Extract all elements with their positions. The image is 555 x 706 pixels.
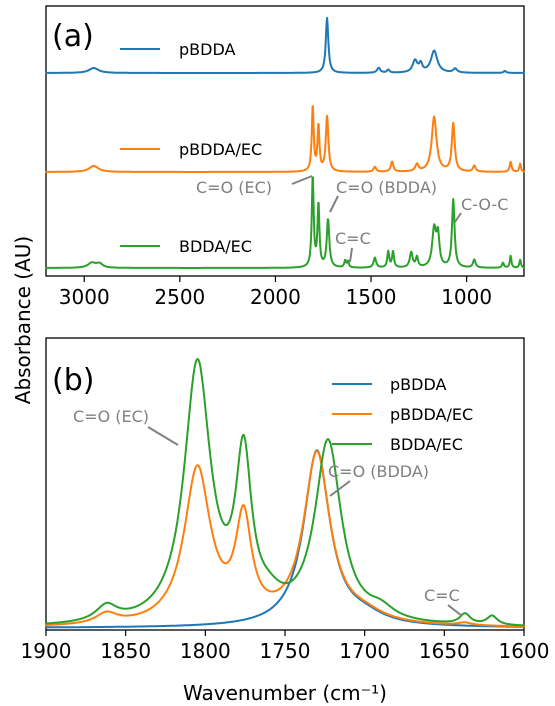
panel-b-legend-label-bdda-ec: BDDA/EC: [390, 435, 463, 454]
panel-a-x-tick-label-2500: 2500: [154, 285, 205, 309]
panel-b-x-tick-label-1650: 1650: [419, 639, 470, 663]
panel-a: (a) 3000 2500 2000 1500 1000 pBDDA pBDDA/EC BD…: [45, 5, 525, 309]
panel-b-legend-label-pbdda: pBDDA: [390, 375, 446, 394]
panel-a-x-ticks: 3000 2500 2000 1500 1000: [59, 276, 492, 309]
panel-a-annotation-0: C=O (EC): [196, 178, 272, 197]
panel-a-line-pbdda-ec: [45, 105, 525, 173]
panel-b-annotations: C=O (EC) C=O (BDDA) C=C: [73, 407, 463, 617]
panel-b-series: [45, 358, 525, 629]
panel-b-tag: (b): [52, 363, 94, 398]
panel-b-x-tick-label-1750: 1750: [260, 639, 311, 663]
panel-a-series: [45, 16, 525, 269]
panel-a-tag: (a): [52, 19, 94, 54]
panel-a-annotation-arrow-0: [291, 175, 313, 185]
shared-y-axis-label: Absorbance (AU): [11, 236, 35, 404]
panel-a-annotation-2: C=C: [335, 229, 371, 248]
x-axis-label: Wavenumber (cm⁻¹): [183, 681, 387, 705]
panel-a-x-tick-label-1500: 1500: [346, 285, 397, 309]
panel-b-annotation-arrow-1: [329, 480, 351, 497]
panel-b-x-tick-label-1900: 1900: [21, 639, 72, 663]
panel-a-legend: pBDDA pBDDA/EC BDDA/EC: [120, 40, 262, 256]
panel-b-annotation-0: C=O (EC): [73, 407, 149, 426]
panel-a-line-pbdda: [45, 16, 525, 74]
panel-b-annotation-1: C=O (BDDA): [328, 462, 429, 481]
panel-b-x-ticks: 1900 1850 1800 1750 1700 1650 1600: [21, 630, 550, 663]
panel-a-annotations: C=O (EC) C=O (BDDA) C=C C-O-C: [196, 175, 508, 263]
panel-b-x-tick-label-1600: 1600: [499, 639, 550, 663]
panel-a-annotation-arrow-2: [349, 247, 353, 263]
panel-a-x-tick-label-3000: 3000: [59, 285, 110, 309]
panel-b-x-tick-label-1800: 1800: [180, 639, 231, 663]
panel-b-line-bdda-ec: [45, 358, 525, 627]
panel-a-annotation-arrow-3: [454, 212, 462, 223]
panel-b-x-tick-label-1850: 1850: [100, 639, 151, 663]
panel-a-annotation-1: C=O (BDDA): [336, 178, 437, 197]
panel-b-annotation-2: C=C: [424, 586, 460, 605]
panel-a-annotation-3: C-O-C: [461, 195, 508, 214]
panel-b: (b) 1900 1850 1800 1750 1700 1650 1600 pBDDApB…: [21, 337, 550, 705]
panel-a-legend-label-bdda-ec: BDDA/EC: [179, 237, 252, 256]
panel-a-annotation-arrow-1: [329, 195, 339, 213]
panel-b-x-tick-label-1700: 1700: [339, 639, 390, 663]
panel-a-x-tick-label-1000: 1000: [441, 285, 492, 309]
panel-b-annotation-arrow-0: [147, 426, 179, 446]
panel-a-x-tick-label-2000: 2000: [250, 285, 301, 309]
panel-b-line-pbdda: [45, 449, 525, 629]
panel-b-annotation-arrow-2: [447, 604, 463, 617]
panel-b-legend-label-pbdda-ec: pBDDA/EC: [390, 405, 473, 424]
panel-a-frame: [45, 5, 525, 277]
panel-a-line-bdda-ec: [45, 176, 525, 269]
panel-a-legend-label-pbdda: pBDDA: [179, 40, 235, 59]
panel-b-legend: pBDDA pBDDA/EC BDDA/EC: [332, 375, 473, 454]
panel-a-legend-label-pbdda-ec: pBDDA/EC: [179, 140, 262, 159]
